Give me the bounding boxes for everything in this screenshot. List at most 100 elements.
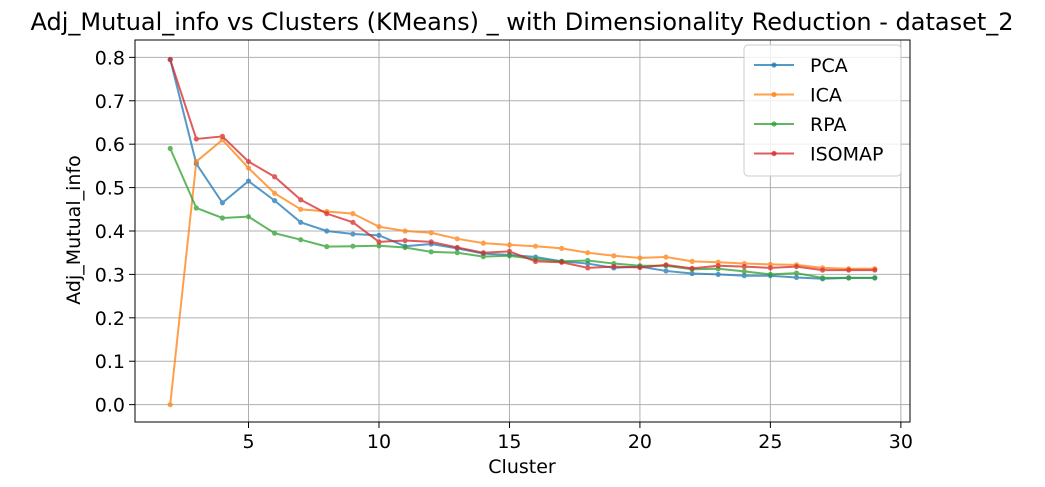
data-point: [715, 271, 721, 278]
x-tick-label: 15: [497, 431, 521, 453]
data-point: [324, 211, 330, 217]
data-point: [689, 265, 695, 271]
data-point: [454, 236, 460, 242]
data-point: [819, 275, 826, 281]
series-line: [169, 138, 875, 405]
data-point: [298, 206, 304, 212]
x-tick-label: 10: [367, 431, 391, 453]
data-point: [376, 239, 382, 245]
data-point: [506, 242, 513, 248]
data-point: [428, 249, 434, 255]
data-point: [272, 190, 278, 196]
data-point: [193, 136, 199, 142]
data-point: [663, 262, 669, 268]
data-point: [350, 231, 356, 237]
data-point: [663, 268, 669, 274]
data-point: [272, 230, 278, 236]
data-point: [689, 258, 695, 264]
data-point: [376, 224, 382, 230]
data-point: [611, 253, 617, 259]
data-point: [272, 174, 278, 180]
data-point: [167, 402, 173, 408]
y-tick-label: 0.6: [95, 134, 125, 156]
data-point: [846, 267, 852, 273]
data-point: [245, 214, 252, 220]
x-tick-label: 20: [628, 431, 652, 453]
data-point: [350, 219, 356, 225]
data-point: [219, 215, 226, 221]
series-isomap: [167, 56, 878, 273]
data-point: [793, 263, 800, 270]
data-point: [689, 270, 695, 277]
legend-label: PCA: [810, 55, 848, 77]
series-line: [169, 148, 875, 279]
data-point: [245, 158, 252, 165]
y-axis-ticks: 0.0 0.1 0.2 0.3 0.4 0.5 0.6 0.7 0.8: [95, 47, 135, 417]
x-tick-label: 25: [758, 431, 782, 453]
legend-item: ICA: [754, 85, 842, 107]
legend-item: PCA: [754, 55, 848, 77]
legend-label: RPA: [810, 114, 846, 136]
data-point: [376, 243, 382, 249]
data-point: [559, 259, 565, 265]
x-axis-ticks: 5 10 15 20 25 30: [242, 422, 913, 453]
data-point: [245, 178, 252, 184]
y-tick-label: 0.5: [95, 178, 125, 200]
data-point: [324, 244, 330, 250]
data-point: [585, 250, 591, 256]
data-point: [298, 197, 304, 203]
legend-label: ISOMAP: [810, 144, 883, 166]
legend-item: RPA: [754, 114, 846, 136]
x-axis-label: Cluster: [488, 456, 556, 478]
data-point: [402, 228, 408, 234]
data-point: [298, 237, 304, 243]
data-point: [272, 198, 278, 204]
data-point: [637, 264, 643, 271]
legend-marker: [771, 91, 777, 98]
data-point: [585, 265, 591, 271]
data-point: [611, 263, 617, 270]
data-point: [480, 250, 486, 256]
y-tick-label: 0.0: [95, 395, 125, 417]
x-tick-label: 30: [889, 431, 913, 453]
data-point: [454, 250, 460, 256]
data-point: [663, 254, 669, 260]
data-point: [741, 268, 747, 274]
legend-marker: [771, 121, 777, 127]
data-point: [376, 232, 382, 238]
data-point: [245, 165, 252, 171]
data-point: [167, 145, 173, 152]
legend-label: ICA: [810, 85, 842, 107]
data-point: [167, 56, 173, 63]
data-point: [480, 240, 486, 246]
data-point: [193, 205, 199, 211]
legend-item: ISOMAP: [754, 144, 883, 166]
data-point: [193, 158, 199, 165]
legend-box: [743, 44, 902, 177]
data-point: [585, 257, 591, 264]
y-axis-label: Adj_Mutual_info: [63, 155, 85, 305]
data-point: [559, 245, 565, 251]
data-point: [454, 244, 460, 251]
data-point: [298, 219, 304, 225]
data-point: [637, 255, 643, 261]
y-tick-label: 0.8: [95, 47, 125, 69]
y-tick-label: 0.1: [95, 351, 125, 373]
data-point: [350, 243, 356, 249]
data-point: [846, 275, 852, 281]
data-point: [402, 244, 408, 251]
data-point: [402, 237, 408, 244]
data-point: [506, 253, 513, 259]
data-point: [872, 267, 878, 273]
data-point: [350, 211, 356, 217]
legend-marker: [771, 150, 777, 157]
data-point: [741, 263, 747, 270]
data-point: [480, 254, 486, 260]
data-point: [532, 243, 539, 249]
data-point: [219, 133, 226, 139]
x-tick-label: 5: [242, 431, 254, 453]
data-point: [428, 230, 434, 236]
data-point: [819, 267, 826, 273]
data-point: [324, 228, 330, 234]
